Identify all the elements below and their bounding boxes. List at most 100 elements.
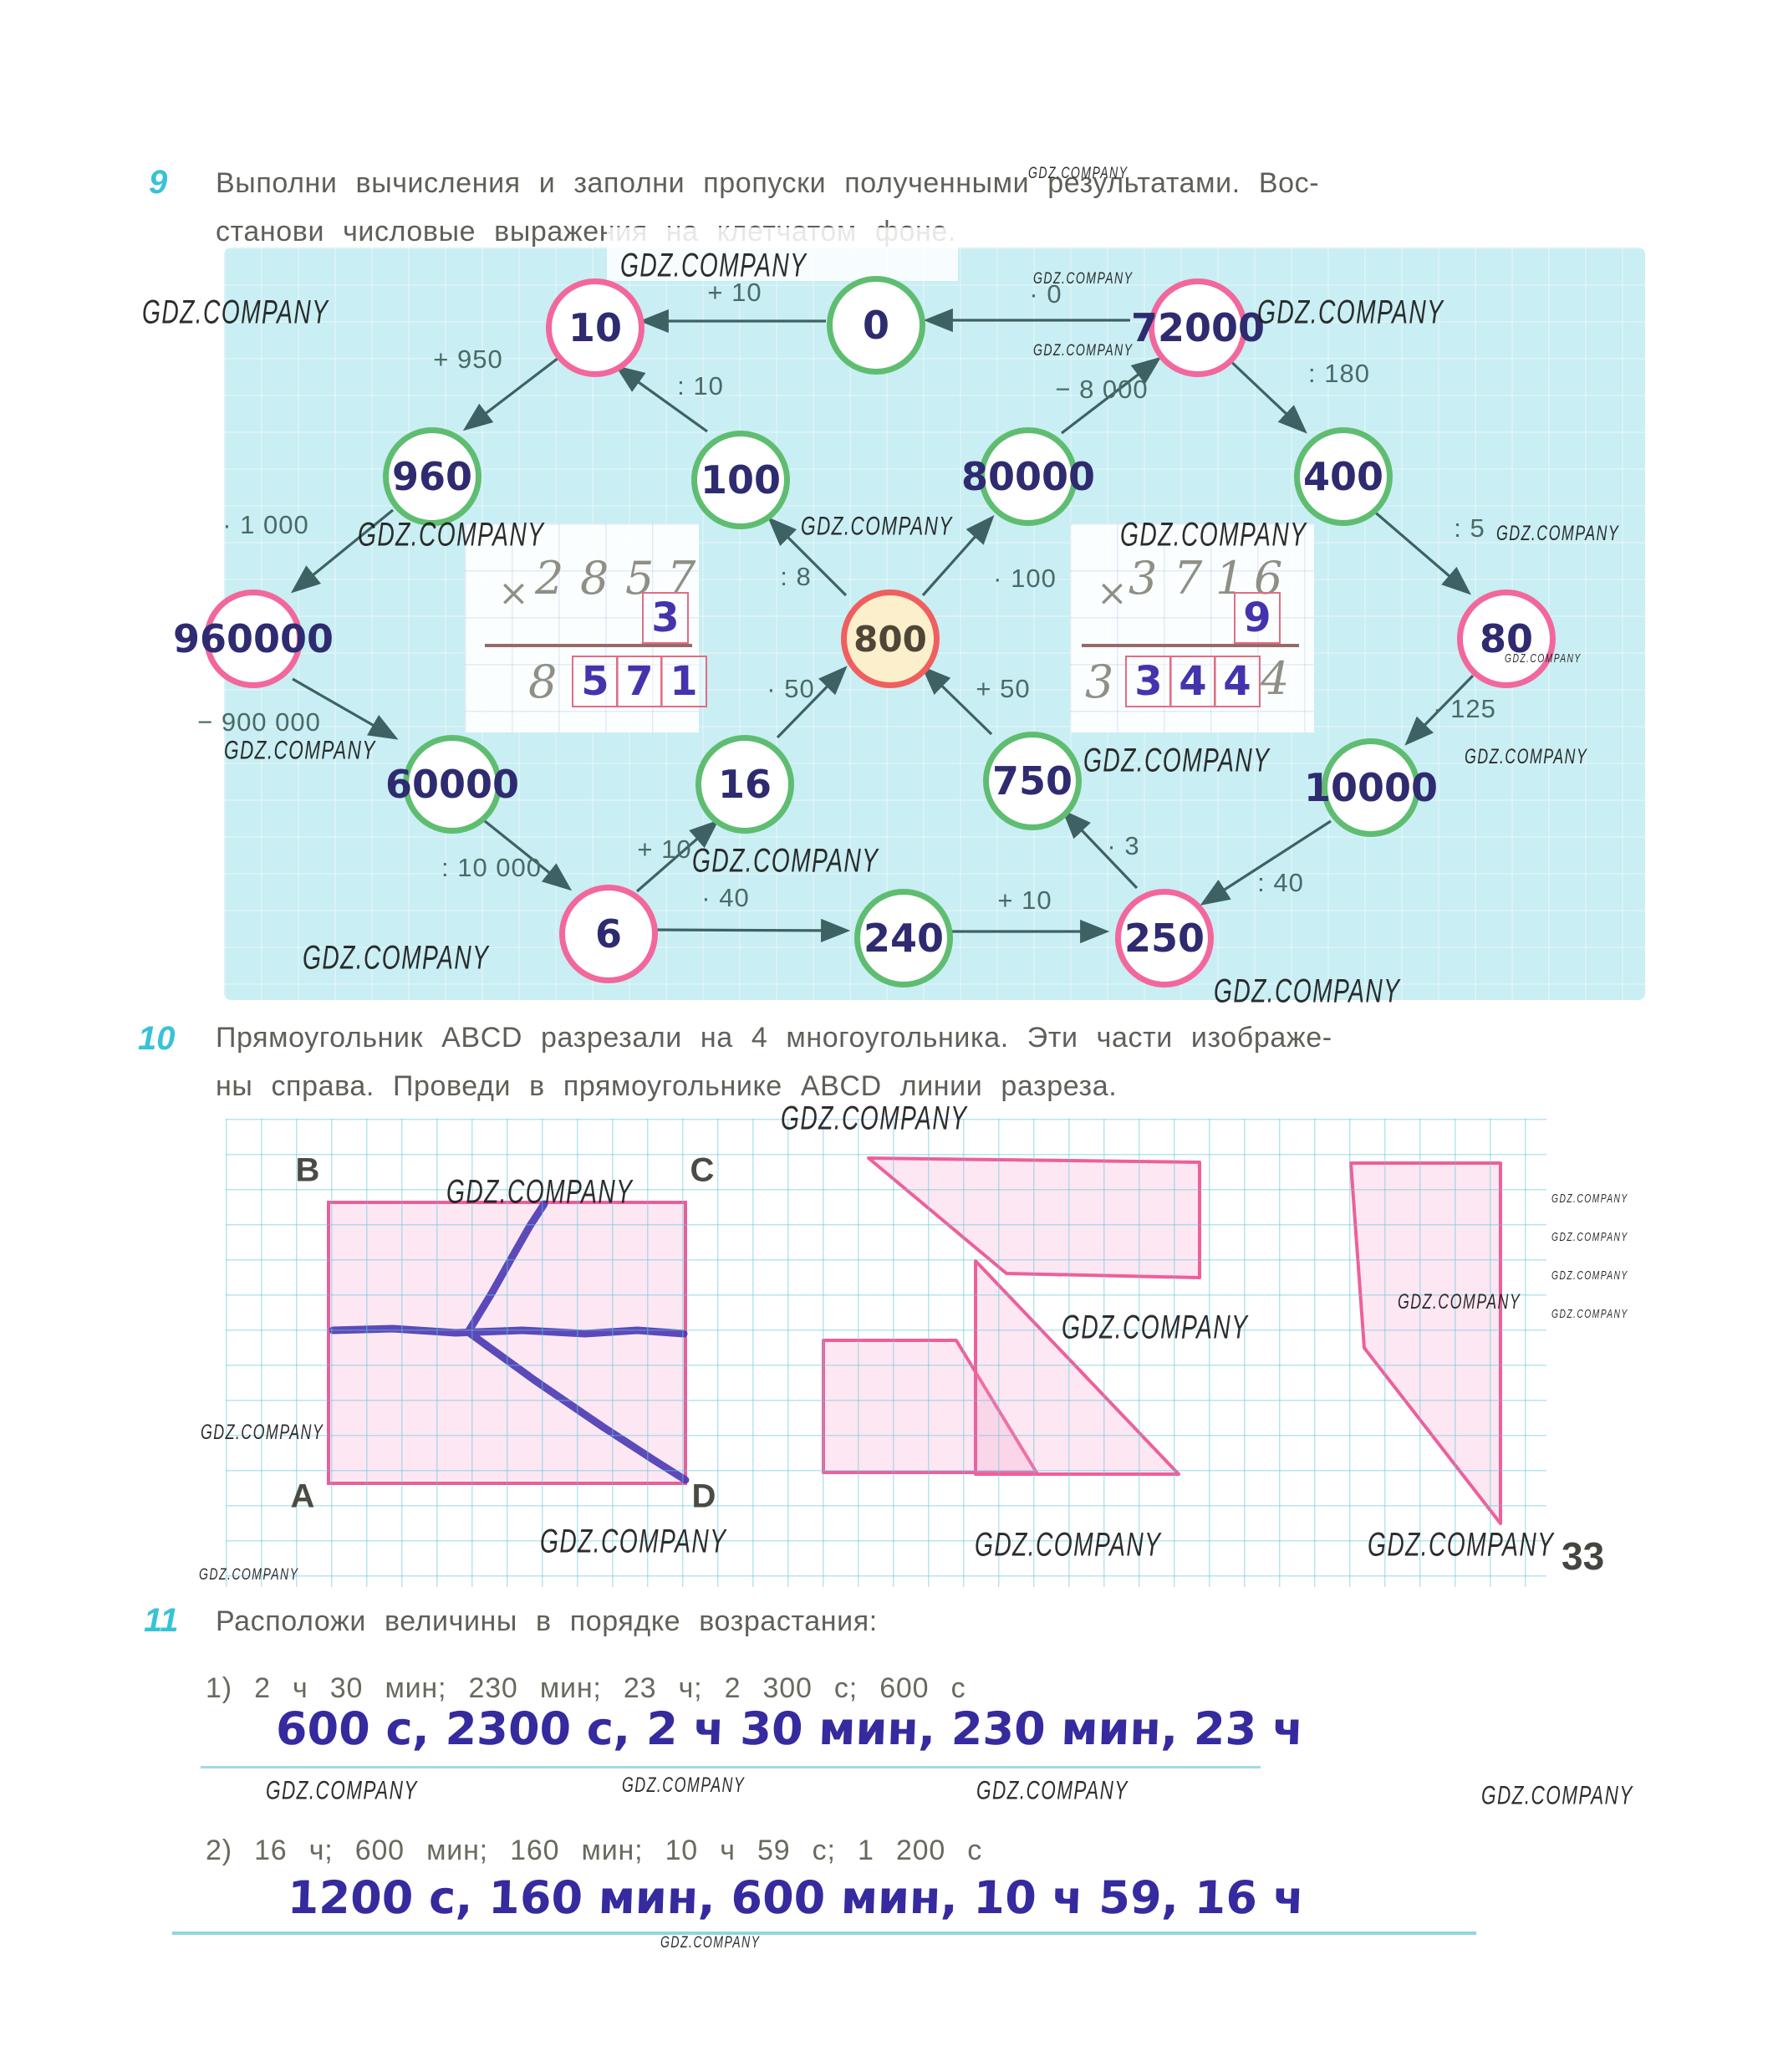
- node-400: 400: [1294, 427, 1393, 526]
- node-250-value: 250: [1123, 916, 1205, 961]
- node-100-value: 100: [700, 457, 782, 503]
- node-100: 100: [691, 431, 790, 529]
- node-72000: 72000: [1131, 278, 1265, 377]
- mult-right-digit: 3: [1129, 552, 1158, 605]
- watermark: GDZ.COMPANY: [1257, 294, 1444, 331]
- task10-text-line2: ны справа. Проведи в прямоугольнике ABCD…: [216, 1070, 1118, 1102]
- watermark: GDZ.COMPANY: [1083, 743, 1271, 779]
- mult-left-sign: ×: [498, 572, 529, 615]
- node-6-value: 6: [594, 911, 622, 957]
- mult-right-rule: [1082, 644, 1299, 647]
- task11-title: Расположи величины в порядке возрастания…: [216, 1605, 878, 1637]
- op-label: : 180: [1308, 359, 1370, 388]
- op-label: : 40: [1257, 868, 1304, 897]
- op-label: + 950: [433, 344, 503, 374]
- watermark: GDZ.COMPANY: [201, 1421, 324, 1445]
- task11-answer2-handwriting: 1200 с, 160 мин, 600 мин, 10 ч 59, 16 ч: [286, 1871, 1306, 1924]
- op-label: + 10: [997, 885, 1052, 915]
- watermark: GDZ.COMPANY: [1551, 1308, 1628, 1321]
- node-0: 0: [827, 276, 925, 375]
- node-80-value: 80: [1479, 616, 1533, 661]
- watermark: GDZ.COMPANY: [975, 1527, 1162, 1564]
- task9-text-line1: Выполни вычисления и заполни пропуски по…: [216, 167, 1320, 199]
- op-label: · 50: [767, 674, 815, 703]
- node-16: 16: [695, 735, 794, 834]
- watermark: GDZ.COMPANY: [1120, 517, 1307, 554]
- mult-left-digit: 5: [625, 552, 655, 605]
- watermark: GDZ.COMPANY: [1028, 164, 1129, 183]
- mult-right-multiplier-cell: 9: [1234, 592, 1281, 644]
- task9-number: 9: [149, 164, 168, 201]
- corner-label-c: C: [690, 1151, 715, 1189]
- watermark: GDZ.COMPANY: [781, 1100, 968, 1137]
- task11-item2: 2) 16 ч; 600 мин; 160 мин; 10 ч 59 с; 1 …: [206, 1835, 983, 1866]
- mult-right-result-cell: 4: [1169, 656, 1216, 707]
- watermark: GDZ.COMPANY: [660, 1933, 761, 1952]
- op-label: − 8 000: [1055, 375, 1149, 404]
- node-80000-value: 80000: [960, 454, 1096, 499]
- node-240: 240: [854, 889, 953, 988]
- mult-left-digit: 7: [667, 552, 696, 605]
- watermark: GDZ.COMPANY: [446, 1174, 634, 1211]
- node-250: 250: [1115, 889, 1214, 988]
- node-0-value: 0: [862, 303, 889, 348]
- scan-light-patch: [607, 227, 958, 281]
- mult-right-result-cell: 3: [1125, 656, 1172, 707]
- corner-label-b: B: [295, 1151, 320, 1189]
- mult-left-multiplier-cell: 3: [642, 592, 689, 644]
- watermark: GDZ.COMPANY: [801, 512, 953, 542]
- notebook-rule-1: [201, 1766, 1261, 1768]
- op-label: · 40: [701, 883, 750, 912]
- watermark: GDZ.COMPANY: [692, 843, 879, 880]
- mult-right-result-digit: 4: [1223, 658, 1251, 705]
- node-80: 80: [1457, 589, 1556, 688]
- task10-number: 10: [138, 1020, 176, 1057]
- watermark: GDZ.COMPANY: [1368, 1527, 1555, 1564]
- mult-right-result-digit: 4: [1261, 652, 1290, 705]
- watermark: GDZ.COMPANY: [1033, 341, 1134, 360]
- watermark: GDZ.COMPANY: [540, 1523, 727, 1560]
- node-400-value: 400: [1302, 454, 1384, 499]
- op-label: : 5: [1454, 513, 1485, 543]
- mult-right-digit: 1: [1215, 552, 1245, 605]
- node-72000-value: 72000: [1130, 305, 1266, 350]
- mult-left-result-digit: 5: [581, 658, 609, 705]
- node-16-value: 16: [717, 762, 772, 807]
- op-label: : 8: [780, 562, 812, 591]
- op-label: + 10: [707, 278, 762, 307]
- mult-right-result-digit: 3: [1134, 658, 1163, 705]
- mult-right-result-digit: 3: [1085, 656, 1114, 708]
- node-10-value: 10: [568, 305, 622, 350]
- watermark: GDZ.COMPANY: [1214, 973, 1401, 1010]
- node-10000: 10000: [1304, 738, 1438, 837]
- mult-left-digit: 2: [535, 552, 564, 605]
- node-960: 960: [383, 427, 481, 526]
- corner-label-d: D: [691, 1477, 716, 1515]
- watermark: GDZ.COMPANY: [1481, 1781, 1633, 1811]
- node-750-value: 750: [991, 758, 1073, 804]
- node-80000: 80000: [961, 427, 1095, 526]
- mult-left-result-cell: 7: [616, 656, 663, 707]
- watermark: GDZ.COMPANY: [1033, 269, 1134, 288]
- op-label: · 1 000: [222, 510, 309, 539]
- corner-label-a: A: [290, 1477, 315, 1515]
- task11-item1: 1) 2 ч 30 мин; 230 мин; 23 ч; 2 300 с; 6…: [206, 1672, 966, 1704]
- mult-right-digit: 7: [1174, 552, 1203, 605]
- mult-left-result-cell: 5: [572, 656, 619, 707]
- squared-grid: [226, 1119, 1546, 1587]
- watermark: GDZ.COMPANY: [199, 1565, 299, 1585]
- watermark: GDZ.COMPANY: [1398, 1291, 1521, 1314]
- mult-right-sign: ×: [1097, 572, 1128, 615]
- mult-left-result-digit: 7: [625, 658, 654, 705]
- node-960-value: 960: [391, 454, 473, 499]
- node-10000-value: 10000: [1303, 765, 1439, 810]
- op-label: + 50: [976, 674, 1031, 703]
- watermark: GDZ.COMPANY: [266, 1776, 418, 1806]
- watermark: GDZ.COMPANY: [622, 1774, 746, 1798]
- op-label: · 0: [1029, 279, 1062, 309]
- watermark: GDZ.COMPANY: [1551, 1231, 1628, 1244]
- node-800-value: 800: [853, 618, 927, 660]
- watermark: GDZ.COMPANY: [1496, 523, 1620, 546]
- page-number: 33: [1562, 1534, 1605, 1578]
